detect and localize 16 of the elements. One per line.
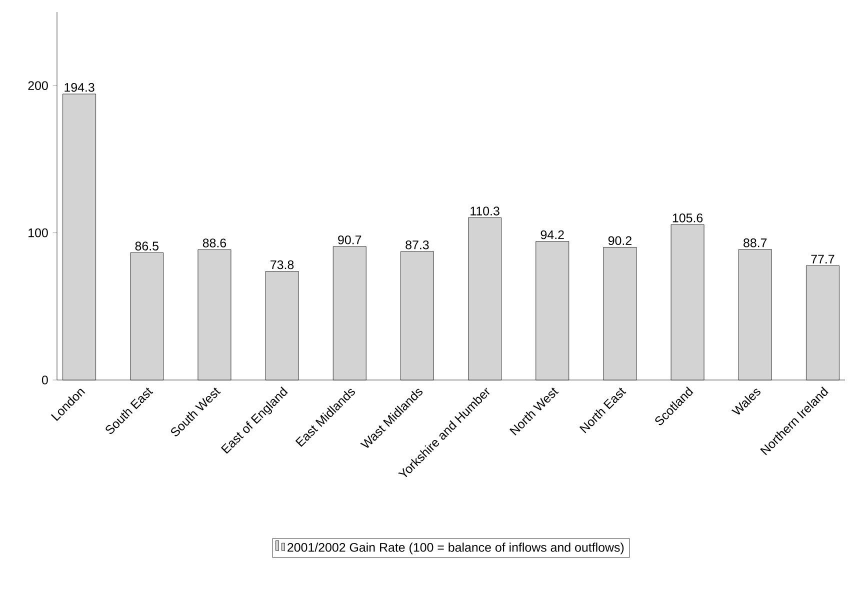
y-tick-label: 0 — [42, 376, 48, 384]
data-label: 194.3 — [64, 82, 94, 92]
data-label: 86.5 — [135, 242, 158, 250]
data-label: 90.2 — [608, 236, 632, 246]
data-label: 88.6 — [202, 238, 226, 248]
data-label: 110.3 — [470, 206, 500, 216]
y-tick-label: 100 — [28, 228, 48, 238]
data-label: 90.7 — [338, 235, 362, 244]
data-label: 73.8 — [270, 260, 294, 270]
legend-label: 2001/2002 Gain Rate (100 = balance of inflows and outflows) — [288, 542, 624, 554]
data-label: 87.3 — [406, 240, 429, 250]
data-label: 94.2 — [540, 230, 564, 240]
data-label: 77.7 — [811, 254, 834, 264]
data-label: 105.6 — [672, 214, 703, 222]
data-label: 88.7 — [744, 238, 767, 248]
y-tick-label: 200 — [28, 81, 48, 90]
